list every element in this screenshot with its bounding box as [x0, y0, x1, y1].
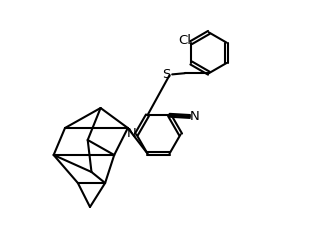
Text: N: N [127, 127, 137, 140]
Text: Cl: Cl [179, 34, 192, 47]
Text: S: S [162, 68, 171, 81]
Text: N: N [189, 110, 199, 123]
